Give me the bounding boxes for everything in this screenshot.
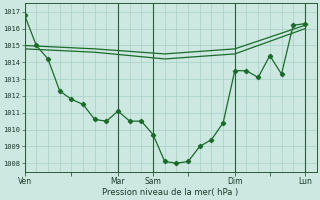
X-axis label: Pression niveau de la mer( hPa ): Pression niveau de la mer( hPa ): [102, 188, 239, 197]
